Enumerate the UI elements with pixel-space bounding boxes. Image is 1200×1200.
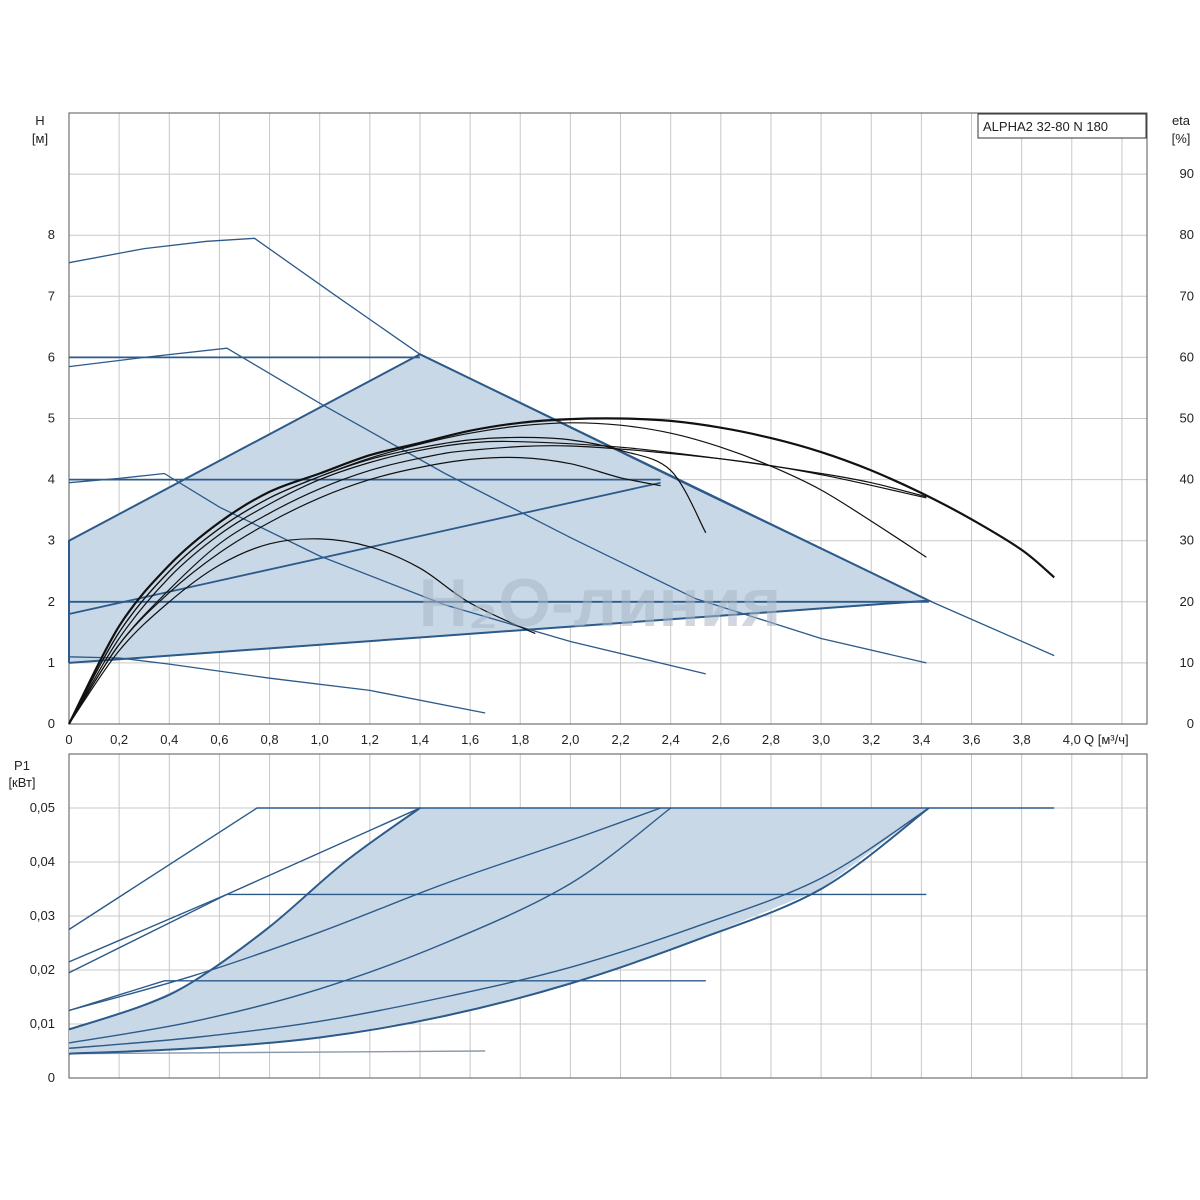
- top-plot-frame: [68, 112, 1148, 725]
- x-tick-label: 3,0: [812, 732, 830, 747]
- efficiency-curves: [68, 417, 1055, 725]
- watermark: H₂O-линия: [419, 565, 781, 641]
- power-curves: [68, 807, 1055, 1055]
- x-tick-label: 2,0: [561, 732, 579, 747]
- x-tick-label: 0: [65, 732, 72, 747]
- x-tick-label: 0,8: [261, 732, 279, 747]
- head-curve: [68, 656, 486, 714]
- power-operating-area: [69, 808, 929, 1054]
- top-tick-labels: 0 0,2 0,4 0,6 0,8 1,0 1,2 1,4 1,6 1,8 2,0 2,2 2,4 2,6…: [48, 166, 1194, 747]
- x-axis-label-q: Q [м³/ч]: [1084, 732, 1129, 747]
- x-tick-label: 0,2: [110, 732, 128, 747]
- x-tick-label: 3,8: [1013, 732, 1031, 747]
- x-tick-label: 1,2: [361, 732, 379, 747]
- y-tick-label-h: 2: [48, 594, 55, 609]
- y2-tick-label-eta: 80: [1180, 227, 1194, 242]
- power-curve: [68, 807, 672, 1044]
- y2-tick-label-eta: 20: [1180, 594, 1194, 609]
- bottom-plot-frame: [68, 753, 1148, 1079]
- y-tick-label-h: 6: [48, 349, 55, 364]
- x-tick-label: 1,8: [511, 732, 529, 747]
- x-tick-label: 2,6: [712, 732, 730, 747]
- y-tick-label-p1: 0,04: [30, 854, 55, 869]
- power-curve: [68, 807, 930, 1049]
- y-tick-label-h: 0: [48, 716, 55, 731]
- power-curve: [68, 980, 706, 1012]
- y2-tick-label-eta: 70: [1180, 288, 1194, 303]
- chart-title: ALPHA2 32-80 N 180: [983, 119, 1108, 134]
- x-tick-label: 2,8: [762, 732, 780, 747]
- head-curve: [68, 472, 706, 675]
- y-tick-label-h: 5: [48, 411, 55, 426]
- power-curve: [68, 807, 420, 931]
- x-tick-label: 1,0: [311, 732, 329, 747]
- power-curve: [68, 1050, 486, 1055]
- head-area-boundary: [68, 353, 933, 664]
- y-tick-label-p1: 0: [48, 1070, 55, 1085]
- y2-tick-label-eta: 0: [1187, 716, 1194, 731]
- chart-title-box: [977, 113, 1147, 139]
- head-operating-area: [69, 354, 929, 663]
- y-tick-label-h: 7: [48, 288, 55, 303]
- power-curve: [68, 807, 661, 1012]
- y2-axis-unit-eta: [%]: [1172, 131, 1191, 146]
- x-tick-label: 0,4: [160, 732, 178, 747]
- bottom-operating-area: [69, 808, 929, 1054]
- x-tick-label: 3,4: [912, 732, 930, 747]
- x-tick-label: 0,6: [210, 732, 228, 747]
- eta-curve: [68, 417, 1055, 725]
- y2-tick-label-eta: 10: [1180, 655, 1194, 670]
- y2-tick-label-eta: 60: [1180, 349, 1194, 364]
- top-operating-area: [69, 354, 929, 663]
- y2-tick-label-eta: 90: [1180, 166, 1194, 181]
- y2-tick-label-eta: 50: [1180, 411, 1194, 426]
- power-curve: [68, 807, 421, 1031]
- y-tick-label-h: 4: [48, 472, 55, 487]
- y2-tick-label-eta: 40: [1180, 472, 1194, 487]
- eta-curve: [68, 445, 927, 725]
- y-tick-label-h: 1: [48, 655, 55, 670]
- y-tick-label-h: 3: [48, 533, 55, 548]
- y-tick-label-h: 8: [48, 227, 55, 242]
- x-tick-label: 3,2: [862, 732, 880, 747]
- power-curve: [68, 807, 1055, 963]
- y-tick-label-p1: 0,02: [30, 962, 55, 977]
- y-axis-label-h: H: [35, 113, 44, 128]
- head-curve: [68, 347, 927, 664]
- y2-axis-label-eta: eta: [1172, 113, 1191, 128]
- bottom-tick-labels: 0 0,01 0,02 0,03 0,04 0,05: [30, 800, 55, 1085]
- y-axis-label-p1: P1: [14, 758, 30, 773]
- x-tick-label: 3,6: [962, 732, 980, 747]
- power-curve: [68, 893, 927, 974]
- eta-curve: [68, 456, 661, 725]
- x-tick-label: 1,4: [411, 732, 429, 747]
- y-axis-unit-h: [м]: [32, 131, 48, 146]
- x-tick-label: 2,4: [662, 732, 680, 747]
- x-tick-label: 4,0: [1063, 732, 1081, 747]
- head-curves: [68, 237, 1055, 714]
- y2-tick-label-eta: 30: [1180, 533, 1194, 548]
- y-tick-label-p1: 0,03: [30, 908, 55, 923]
- y-axis-unit-p1: [кВт]: [8, 775, 35, 790]
- y-tick-label-p1: 0,01: [30, 1016, 55, 1031]
- power-curve: [68, 807, 930, 1055]
- y-tick-label-p1: 0,05: [30, 800, 55, 815]
- eta-curve: [68, 538, 536, 725]
- x-tick-label: 1,6: [461, 732, 479, 747]
- x-tick-label: 2,2: [611, 732, 629, 747]
